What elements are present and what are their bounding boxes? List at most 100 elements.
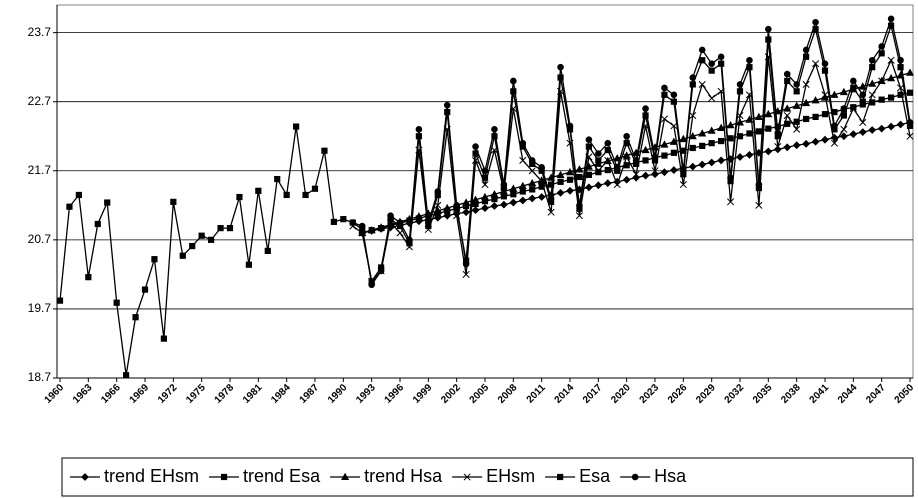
x-tick-label: 2029 xyxy=(694,382,718,406)
marker xyxy=(396,219,404,226)
marker xyxy=(651,167,659,175)
marker xyxy=(803,53,810,60)
marker xyxy=(170,198,177,205)
marker xyxy=(443,203,452,212)
legend-label: Esa xyxy=(579,466,611,486)
marker xyxy=(755,128,762,135)
marker xyxy=(575,212,583,220)
marker xyxy=(859,118,867,126)
marker xyxy=(613,181,621,189)
marker xyxy=(604,139,612,147)
x-tick-label: 2038 xyxy=(779,382,803,406)
marker xyxy=(661,152,668,159)
marker xyxy=(641,171,650,180)
marker xyxy=(358,222,366,230)
marker xyxy=(480,192,490,201)
marker xyxy=(745,150,754,159)
marker xyxy=(670,149,677,156)
marker xyxy=(670,91,678,99)
marker xyxy=(113,299,120,306)
marker xyxy=(792,141,801,150)
marker xyxy=(340,216,347,223)
marker xyxy=(660,140,669,148)
marker xyxy=(481,181,489,189)
marker xyxy=(594,167,602,175)
marker xyxy=(198,232,205,239)
x-tick-label: 2005 xyxy=(468,382,492,406)
marker xyxy=(557,473,564,481)
marker xyxy=(576,173,583,181)
marker xyxy=(462,198,471,206)
marker xyxy=(669,137,678,145)
x-tick-label: 2035 xyxy=(751,382,775,406)
marker xyxy=(443,101,451,109)
marker xyxy=(717,123,726,132)
marker xyxy=(642,157,649,164)
marker xyxy=(755,181,763,188)
marker xyxy=(708,60,715,68)
marker xyxy=(123,372,130,379)
marker xyxy=(811,96,820,104)
marker xyxy=(406,236,413,244)
series-line xyxy=(352,56,911,283)
series-line xyxy=(352,16,911,287)
marker xyxy=(471,206,480,215)
marker xyxy=(858,128,867,137)
marker xyxy=(217,225,224,232)
marker xyxy=(179,252,186,259)
marker xyxy=(878,96,885,103)
marker xyxy=(255,187,262,194)
marker xyxy=(283,191,290,199)
marker xyxy=(453,202,460,209)
marker xyxy=(793,81,800,88)
marker xyxy=(434,188,442,195)
marker xyxy=(595,157,602,164)
x-tick-label: 2020 xyxy=(609,382,633,406)
marker xyxy=(888,94,895,101)
marker xyxy=(557,63,564,71)
marker xyxy=(849,105,857,113)
marker xyxy=(868,126,877,134)
marker xyxy=(481,174,489,181)
marker xyxy=(603,179,612,188)
marker xyxy=(368,281,375,289)
marker xyxy=(613,164,621,171)
marker xyxy=(538,164,545,171)
marker xyxy=(859,91,867,99)
marker xyxy=(604,166,611,174)
marker xyxy=(547,195,555,202)
marker xyxy=(537,193,546,201)
marker xyxy=(708,67,715,74)
x-tick-label: 1999 xyxy=(411,382,435,406)
x-tick-label: 2032 xyxy=(723,382,747,406)
marker xyxy=(897,91,904,98)
legend-label: trend Hsa xyxy=(364,466,443,486)
marker xyxy=(462,208,471,217)
marker xyxy=(708,140,715,147)
marker xyxy=(755,201,763,209)
marker xyxy=(556,188,565,197)
marker xyxy=(821,91,829,99)
marker xyxy=(735,118,745,126)
marker xyxy=(613,154,622,162)
marker xyxy=(812,60,820,68)
marker xyxy=(330,218,337,225)
marker xyxy=(830,139,838,147)
marker xyxy=(689,74,697,81)
marker xyxy=(746,130,753,137)
x-tick-label: 1963 xyxy=(71,382,95,406)
y-tick-label: 19.7 xyxy=(28,301,52,315)
x-tick-label: 1972 xyxy=(156,382,180,406)
marker xyxy=(707,158,716,167)
x-tick-label: 1981 xyxy=(241,382,265,406)
marker xyxy=(698,129,707,137)
series xyxy=(349,15,914,289)
x-tick-label: 2050 xyxy=(893,382,917,406)
marker xyxy=(81,473,89,481)
marker xyxy=(774,143,782,151)
x-tick-label: 1993 xyxy=(354,382,378,406)
marker xyxy=(75,191,82,199)
marker xyxy=(651,153,659,161)
marker xyxy=(415,126,423,133)
marker xyxy=(660,168,669,177)
